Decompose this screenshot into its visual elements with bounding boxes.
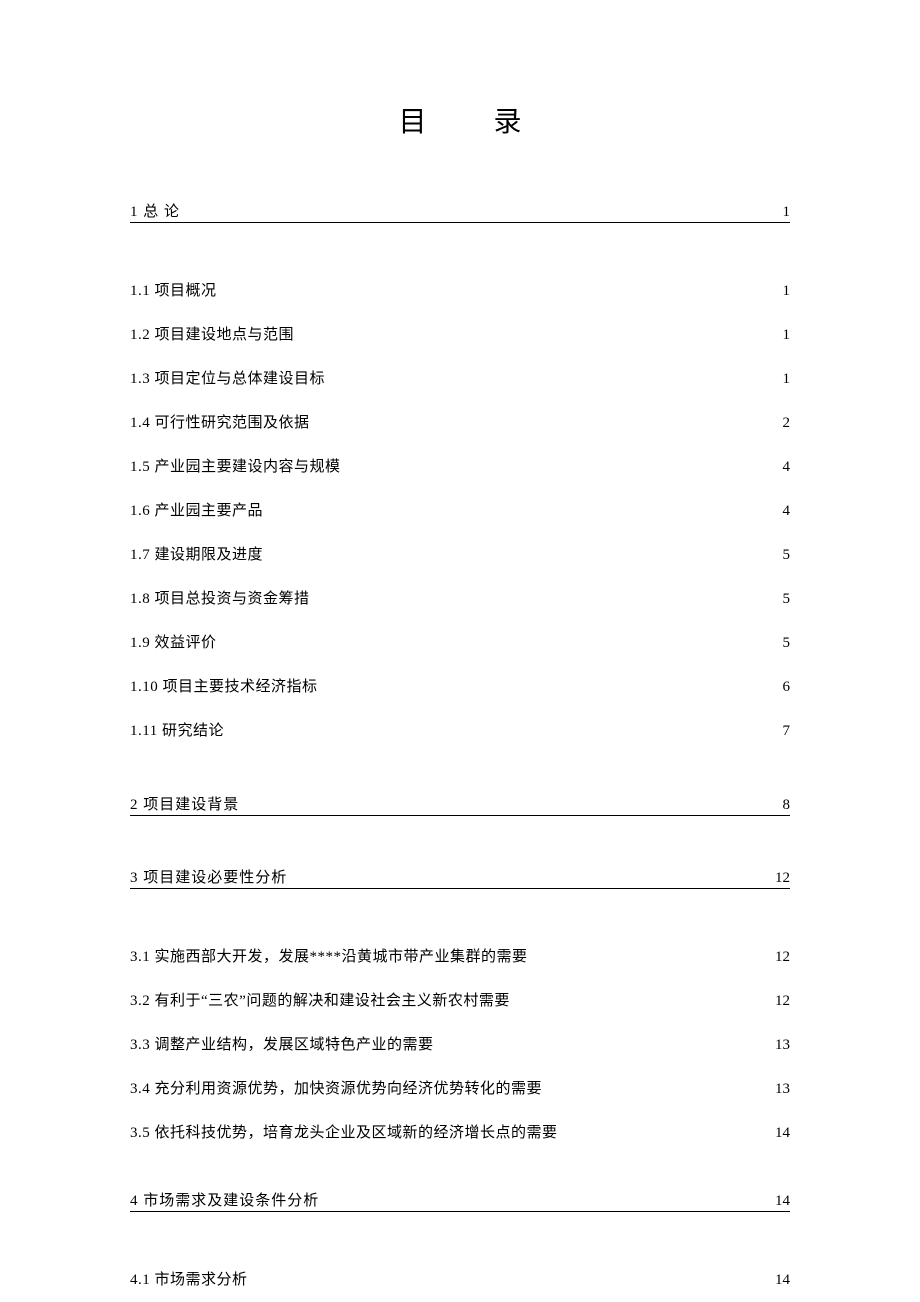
toc-item-page: 4 [770, 493, 790, 529]
toc-item: 1.11 研究结论 7 [130, 713, 790, 749]
toc-item-page: 7 [770, 713, 790, 749]
toc-item: 1.10 项目主要技术经济指标 6 [130, 669, 790, 705]
toc-section-1: 1 总 论 1 [130, 200, 790, 223]
toc-item-label: 1.10 项目主要技术经济指标 [130, 669, 318, 705]
toc-section-label: 4 市场需求及建设条件分析 [130, 1189, 319, 1210]
toc-item-label: 1.8 项目总投资与资金筹措 [130, 581, 310, 617]
toc-item-page: 2 [770, 405, 790, 441]
toc-item-label: 1.9 效益评价 [130, 625, 217, 661]
toc-item-label: 3.2 有利于“三农”问题的解决和建设社会主义新农村需要 [130, 983, 510, 1019]
toc-section-label: 2 项目建设背景 [130, 793, 239, 814]
toc-item: 1.8 项目总投资与资金筹措 5 [130, 581, 790, 617]
toc-item: 1.6 产业园主要产品 4 [130, 493, 790, 529]
toc-item-label: 1.7 建设期限及进度 [130, 537, 263, 573]
toc-item-page: 1 [770, 361, 790, 397]
toc-item-label: 3.5 依托科技优势，培育龙头企业及区域新的经济增长点的需要 [130, 1115, 558, 1151]
toc-item-page: 14 [770, 1115, 790, 1151]
toc-item-label: 1.5 产业园主要建设内容与规模 [130, 449, 341, 485]
toc-section-4: 4 市场需求及建设条件分析 14 [130, 1189, 790, 1212]
toc-item-page: 4 [770, 449, 790, 485]
toc-item-page: 12 [770, 983, 790, 1019]
toc-item-label: 3.1 实施西部大开发，发展****沿黄城市带产业集群的需要 [130, 939, 528, 975]
toc-item-label: 1.1 项目概况 [130, 273, 217, 309]
toc-item: 3.3 调整产业结构，发展区域特色产业的需要 13 [130, 1027, 790, 1063]
toc-item: 1.1 项目概况 1 [130, 273, 790, 309]
toc-item-label: 4.1 市场需求分析 [130, 1262, 248, 1298]
toc-section-page: 1 [770, 204, 790, 221]
toc-item: 3.1 实施西部大开发，发展****沿黄城市带产业集群的需要 12 [130, 939, 790, 975]
toc-item-label: 1.3 项目定位与总体建设目标 [130, 361, 325, 397]
toc-item-label: 1.2 项目建设地点与范围 [130, 317, 294, 353]
toc-item-page: 5 [770, 581, 790, 617]
toc-section-3: 3 项目建设必要性分析 12 [130, 866, 790, 889]
toc-item-page: 6 [770, 669, 790, 705]
toc-item-page: 5 [770, 537, 790, 573]
toc-item-page: 5 [770, 625, 790, 661]
toc-item: 3.2 有利于“三农”问题的解决和建设社会主义新农村需要 12 [130, 983, 790, 1019]
toc-item-page: 12 [770, 939, 790, 975]
toc-item: 1.3 项目定位与总体建设目标 1 [130, 361, 790, 397]
toc-item-label: 1.6 产业园主要产品 [130, 493, 263, 529]
toc-item: 1.4 可行性研究范围及依据 2 [130, 405, 790, 441]
toc-item: 1.5 产业园主要建设内容与规模 4 [130, 449, 790, 485]
toc-item-page: 13 [770, 1071, 790, 1107]
toc-section-label: 3 项目建设必要性分析 [130, 866, 287, 887]
toc-item-label: 1.4 可行性研究范围及依据 [130, 405, 310, 441]
toc-item: 3.5 依托科技优势，培育龙头企业及区域新的经济增长点的需要 14 [130, 1115, 790, 1151]
toc-item-page: 13 [770, 1027, 790, 1063]
toc-section-label: 1 总 论 [130, 200, 180, 221]
toc-section-2: 2 项目建设背景 8 [130, 793, 790, 816]
toc-item-label: 1.11 研究结论 [130, 713, 224, 749]
toc-item-label: 3.4 充分利用资源优势，加快资源优势向经济优势转化的需要 [130, 1071, 542, 1107]
toc-section-page: 14 [770, 1193, 790, 1210]
toc-item: 1.2 项目建设地点与范围 1 [130, 317, 790, 353]
toc-item-page: 14 [770, 1262, 790, 1298]
toc-section-page: 12 [770, 870, 790, 887]
toc-item-label: 3.3 调整产业结构，发展区域特色产业的需要 [130, 1027, 434, 1063]
toc-item-page: 1 [770, 273, 790, 309]
toc-section-page: 8 [770, 797, 790, 814]
toc-item-page: 1 [770, 317, 790, 353]
toc-item: 1.9 效益评价 5 [130, 625, 790, 661]
toc-item: 1.7 建设期限及进度 5 [130, 537, 790, 573]
page-title: 目 录 [130, 100, 790, 140]
toc-item: 4.1 市场需求分析 14 [130, 1262, 790, 1298]
toc-item: 3.4 充分利用资源优势，加快资源优势向经济优势转化的需要 13 [130, 1071, 790, 1107]
